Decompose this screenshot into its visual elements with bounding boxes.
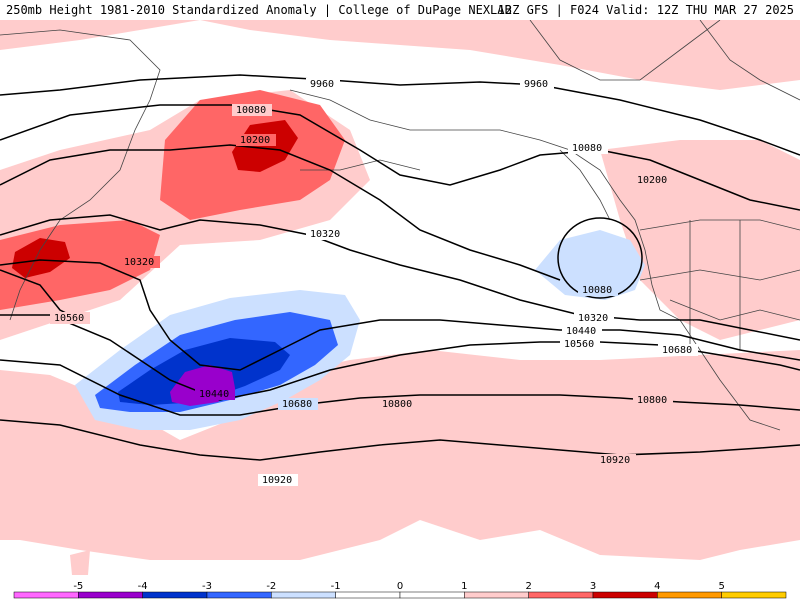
colorbar-segment [78, 591, 143, 599]
contour-label: 10560 [54, 313, 84, 324]
contour-label: 10920 [262, 475, 292, 486]
colorbar-tick-label: 0 [397, 581, 403, 592]
contour-label: 10320 [578, 313, 608, 324]
colorbar-tick-label: 4 [654, 581, 660, 592]
colorbar-tick-label: 2 [525, 581, 531, 592]
colorbar-segments [13, 591, 787, 599]
colorbar-segment [721, 591, 787, 599]
contour-label: 9960 [524, 79, 548, 90]
colorbar-segment [206, 591, 272, 599]
colorbar-segment [464, 591, 529, 599]
anomaly-map: 9960 9960 10080 10080 10200 10200 10320 … [0, 20, 800, 575]
contour-label: 10080 [236, 105, 266, 116]
colorbar-tick-label: -4 [138, 581, 148, 592]
colorbar-tick-label: -1 [331, 581, 341, 592]
colorbar-segment [399, 591, 465, 599]
contour-label: 10320 [124, 257, 154, 268]
colorbar-segment [528, 591, 594, 599]
positive-anomaly-shading [0, 20, 800, 575]
contour-labels: 9960 9960 10080 10080 10200 10200 10320 … [50, 78, 698, 486]
colorbar-segment [592, 591, 658, 599]
model-valid-time: 12Z GFS | F024 Valid: 12Z THU MAR 27 202… [497, 3, 794, 17]
contour-label: 10680 [662, 345, 692, 356]
contour-label: 10200 [637, 175, 667, 186]
colorbar-segment [335, 591, 401, 599]
anomaly-colorbar: -5 -4 -3 -2 -1 0 1 2 3 4 5 [13, 581, 787, 599]
contour-label: 10800 [637, 395, 667, 406]
contour-label: 10080 [582, 285, 612, 296]
colorbar-tick-label: 3 [590, 581, 596, 592]
contour-label: 9960 [310, 79, 334, 90]
height-contours [0, 74, 800, 461]
header: 250mb Height 1981-2010 Standardized Anom… [0, 0, 800, 20]
contour-label: 10320 [310, 229, 340, 240]
colorbar-segment [657, 591, 722, 599]
contour-label: 10440 [199, 389, 229, 400]
colorbar-segment [271, 591, 336, 599]
contour-label: 10680 [282, 399, 312, 410]
colorbar-tick-label: 1 [461, 581, 467, 592]
colorbar-segment [13, 591, 79, 599]
contour-label: 10440 [566, 326, 596, 337]
colorbar-segment [142, 591, 208, 599]
contour-label: 10200 [240, 135, 270, 146]
colorbar-tick-label: 5 [718, 581, 724, 592]
contour-label: 10800 [382, 399, 412, 410]
contour-label: 10080 [572, 143, 602, 154]
colorbar-tick-label: -2 [266, 581, 276, 592]
contour-label: 10560 [564, 339, 594, 350]
colorbar-tick-label: -5 [73, 581, 83, 592]
colorbar-ticks: -5 -4 -3 -2 -1 0 1 2 3 4 5 [73, 581, 725, 592]
contour-label: 10920 [600, 455, 630, 466]
colorbar-tick-label: -3 [202, 581, 212, 592]
map-title: 250mb Height 1981-2010 Standardized Anom… [6, 3, 512, 17]
